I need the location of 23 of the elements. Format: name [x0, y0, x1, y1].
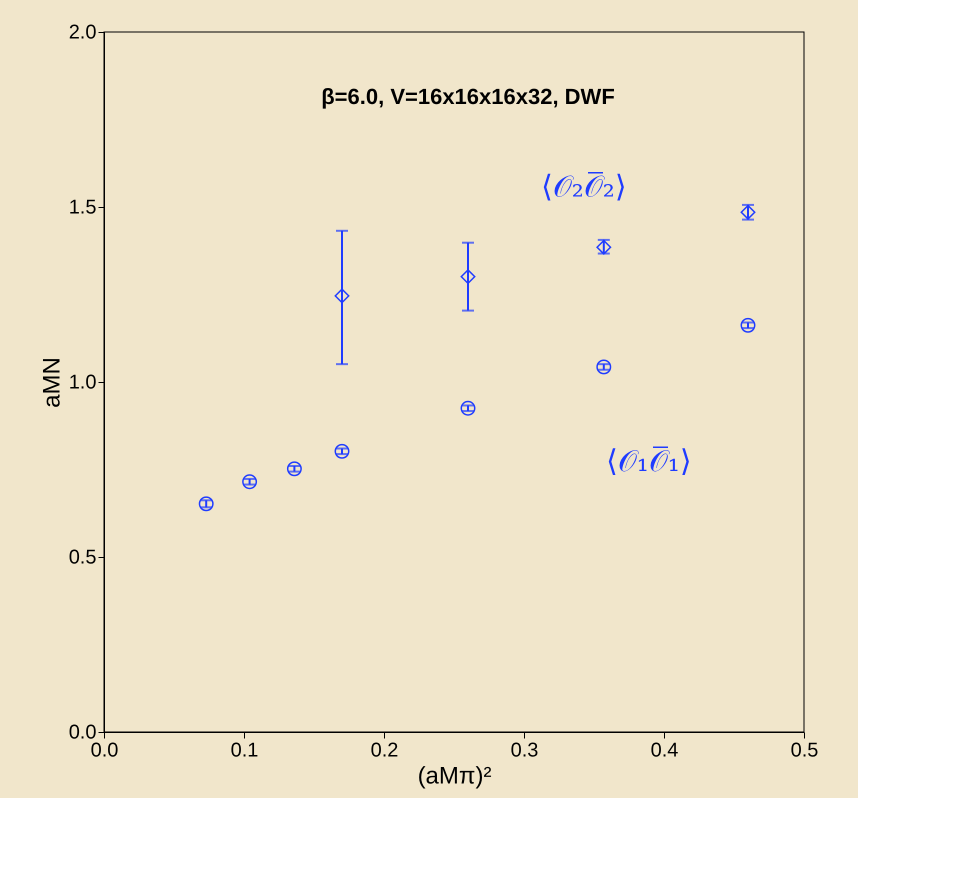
y-tick-label: 1.5	[68, 196, 96, 218]
point	[460, 400, 476, 416]
x-tick-label: 0.5	[790, 740, 818, 762]
x-axis-title: (aMπ)²	[418, 762, 492, 790]
x-tick-label: 0.3	[510, 740, 538, 762]
text: β=6.0, V=16x16x16x32, DWF	[321, 84, 615, 109]
point	[242, 474, 258, 490]
series-label: ⟨𝒪₂𝒪̅₂⟩	[541, 169, 627, 204]
point	[334, 444, 350, 459]
point	[286, 461, 302, 476]
x-tick-label: 0.2	[370, 740, 398, 762]
point	[740, 318, 756, 333]
y-tick-label: 1.0	[68, 372, 96, 394]
point	[460, 269, 476, 284]
y-tick-label: 2.0	[68, 22, 96, 44]
point	[198, 496, 214, 512]
y-tick-label: 0.5	[68, 546, 96, 568]
x-tick-label: 0.4	[650, 740, 678, 762]
text: ⟨𝒪₁𝒪̅₁⟩	[606, 444, 692, 479]
x-tick-label: 0.1	[230, 740, 258, 762]
y-axis-title: aMN	[38, 357, 66, 408]
point	[334, 288, 350, 304]
point	[596, 360, 612, 374]
